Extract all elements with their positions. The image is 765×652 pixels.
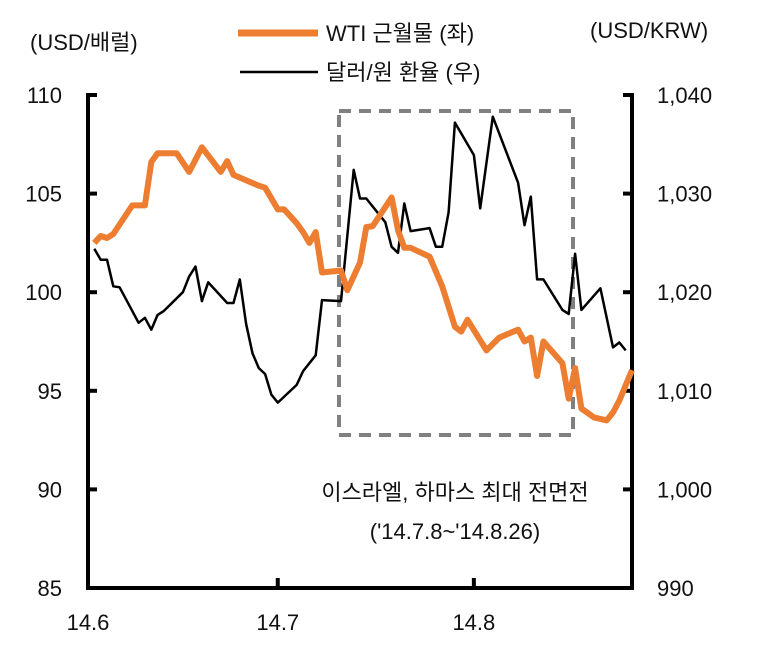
annotation-box [337,109,575,437]
annotation-line1: 이스라엘, 하마스 최대 전면전 [321,480,588,505]
left-tick-label: 110 [27,83,62,108]
annotation-line2: ('14.7.8~'14.8.26) [370,519,540,544]
left-axis-label: (USD/배럴) [30,30,138,55]
right-tick-label: 1,000 [657,477,712,502]
right-tick-label: 990 [657,576,694,601]
series-line-usdkrw [93,115,627,404]
legend-label-krw: 달러/원 환율 (우) [326,60,480,85]
left-tick-label: 95 [38,379,62,404]
x-tick-label: 14.6 [67,610,110,635]
left-tick-label: 90 [38,477,62,502]
x-tick-label: 14.7 [256,610,299,635]
axes: 110 105 100 95 90 85 1,040 1,030 1,020 1,010 1,000… [25,83,712,635]
left-tick-label: 105 [25,182,62,207]
right-axis-label: (USD/KRW) [590,18,708,43]
legend-label-wti: WTI 근월물 (좌) [326,21,474,46]
series-layer [92,115,635,424]
legend: WTI 근월물 (좌) 달러/원 환율 (우) [238,21,480,85]
left-tick-label: 85 [38,576,62,601]
right-tick-label: 1,030 [657,182,712,207]
x-tick-label: 14.8 [452,610,495,635]
series-line-wti [92,144,635,424]
right-tick-label: 1,010 [657,379,712,404]
left-tick-label: 100 [25,280,62,305]
right-tick-label: 1,020 [657,280,712,305]
right-tick-label: 1,040 [657,83,712,108]
